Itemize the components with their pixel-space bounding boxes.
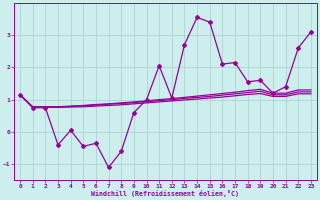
X-axis label: Windchill (Refroidissement éolien,°C): Windchill (Refroidissement éolien,°C) — [92, 190, 239, 197]
